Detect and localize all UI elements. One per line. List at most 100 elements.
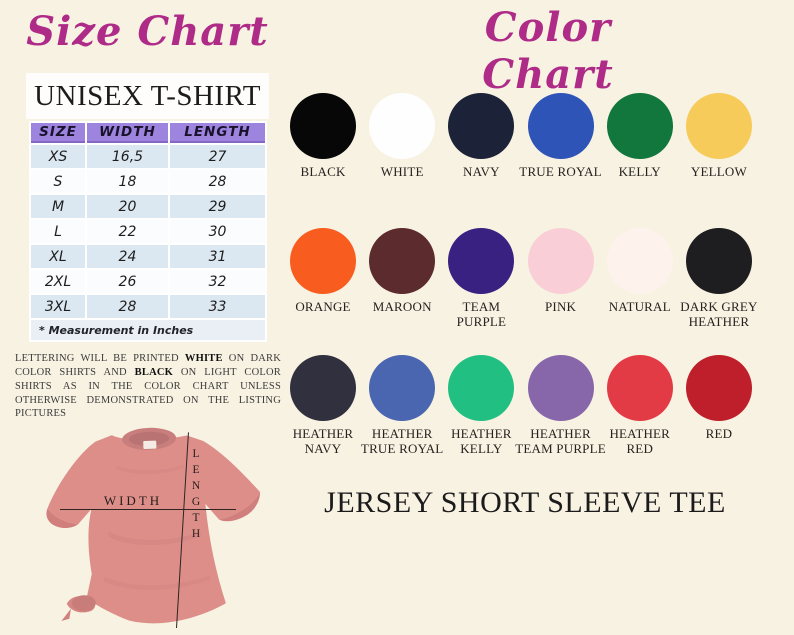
color-swatch: NAVY [448, 93, 515, 180]
color-swatch-circle [606, 93, 673, 159]
color-swatch-label: PINK [544, 299, 577, 314]
color-swatch-circle [685, 93, 752, 159]
color-swatch-label: HEATHER RED [609, 426, 671, 456]
note-segment: WHITE [184, 353, 223, 364]
size-table-cell: 27 [169, 145, 265, 168]
size-table-row: XS 16,5 27 [31, 145, 265, 168]
color-swatch-circle [527, 93, 594, 159]
size-table-row: 3XL 28 33 [31, 295, 265, 318]
color-swatch: HEATHER TEAM PURPLE [515, 355, 606, 456]
color-swatch-label: YELLOW [690, 164, 747, 179]
color-swatch-label: HEATHER NAVY [292, 426, 354, 456]
color-swatch-circle [369, 355, 436, 421]
length-label: LENGTH [190, 448, 202, 544]
color-swatch: TEAM PURPLE [448, 228, 515, 329]
color-swatch-label: BLACK [300, 164, 346, 179]
color-swatch-label: RED [705, 426, 733, 441]
printing-note: LETTERING WILL BE PRINTED WHITE ON DARK … [15, 352, 281, 421]
color-swatch-label: HEATHER TRUE ROYAL [360, 426, 444, 456]
color-swatch-circle [448, 228, 515, 294]
color-chart-title: Color Chart [482, 4, 614, 98]
size-table-cell: 3XL [31, 295, 85, 318]
size-table-cell: 16,5 [86, 145, 168, 168]
color-swatch: YELLOW [685, 93, 752, 180]
color-swatch-label: NATURAL [608, 299, 671, 314]
color-swatch: HEATHER NAVY [290, 355, 356, 456]
color-swatch-label: TEAM PURPLE [456, 299, 507, 329]
color-swatch: BLACK [290, 93, 356, 180]
size-table-cell: 18 [86, 170, 168, 193]
size-table-row: XL 24 31 [31, 245, 265, 268]
color-swatch-circle [606, 355, 673, 421]
color-swatch-row: HEATHER NAVY HEATHER TRUE ROYAL HEATHER KE… [290, 355, 752, 456]
size-table-row: M 20 29 [31, 195, 265, 218]
color-swatch-row: BLACK WHITE NAVY TRUE ROYAL KELLY YELLOW [290, 93, 752, 180]
color-swatch: PINK [527, 228, 594, 329]
size-table-row: L 22 30 [31, 220, 265, 243]
color-swatch-label: HEATHER KELLY [451, 426, 512, 456]
size-table-cell: 26 [86, 270, 168, 293]
color-swatch: NATURAL [606, 228, 673, 329]
size-table-cell: 28 [169, 170, 265, 193]
size-col-header: WIDTH [86, 123, 168, 143]
color-swatch-label: KELLY [618, 164, 661, 179]
color-swatch: HEATHER TRUE ROYAL [361, 355, 443, 456]
size-table-cell: 22 [86, 220, 168, 243]
color-swatch-label: MAROON [372, 299, 432, 314]
note-segment: BLACK [134, 366, 173, 378]
size-table-cell: 32 [169, 270, 265, 293]
size-table-cell: 2XL [31, 270, 85, 293]
color-swatch: WHITE [369, 93, 436, 180]
product-name: JERSEY SHORT SLEEVE TEE [324, 486, 726, 519]
size-col-header: SIZE [31, 123, 85, 143]
tshirt-measurement-diagram: WIDTH LENGTH [18, 410, 274, 635]
color-swatch-row: ORANGE MAROON TEAM PURPLE PINK NATURAL DARK G… [290, 228, 757, 329]
color-swatch: ORANGE [290, 228, 356, 329]
color-swatch: KELLY [606, 93, 673, 180]
color-swatch: RED [685, 355, 752, 456]
size-table-cell: 30 [169, 220, 265, 243]
note-segment: ON LIGHT COLOR SHIRTS AS IN THE COLOR CH… [15, 366, 281, 420]
color-swatch-label: HEATHER TEAM PURPLE [515, 426, 606, 456]
color-swatch-label: WHITE [380, 164, 424, 179]
color-swatch-circle [527, 228, 594, 294]
color-swatch: DARK GREY HEATHER [680, 228, 757, 329]
color-swatch-circle [290, 355, 356, 421]
color-swatch-circle [290, 93, 356, 159]
note-segment: LETTERING WILL BE PRINTED [15, 353, 185, 364]
width-measure-line [60, 509, 236, 510]
color-swatch-label: TRUE ROYAL [519, 164, 602, 179]
color-swatch-circle [685, 355, 752, 421]
color-swatch-circle [369, 93, 436, 159]
color-swatch-circle [290, 228, 356, 294]
size-table-cell: L [31, 220, 85, 243]
color-swatch: TRUE ROYAL [519, 93, 602, 180]
size-col-header: LENGTH [169, 123, 265, 143]
width-label: WIDTH [103, 493, 163, 508]
size-table-row: 2XL 26 32 [31, 270, 265, 293]
size-table: SIZE WIDTH LENGTH XS 16,5 27 S 18 28 M 20 29 L 22 30 X… [29, 121, 267, 342]
color-swatch-circle [606, 228, 673, 294]
size-table-cell: XL [31, 245, 85, 268]
color-swatch-circle [448, 93, 515, 159]
size-table-row: S 18 28 [31, 170, 265, 193]
color-swatch-label: DARK GREY HEATHER [680, 299, 758, 329]
unisex-tshirt-heading-box: UNISEX T-SHIRT [26, 73, 269, 119]
size-table-footnote-row: * Measurement in Inches [31, 320, 265, 340]
size-table-cell: XS [31, 145, 85, 168]
color-swatch: MAROON [369, 228, 436, 329]
tshirt-photo [46, 427, 261, 624]
size-table-cell: 28 [86, 295, 168, 318]
unisex-tshirt-heading: UNISEX T-SHIRT [34, 79, 261, 112]
size-table-header-row: SIZE WIDTH LENGTH [31, 123, 265, 143]
color-swatch: HEATHER RED [606, 355, 673, 456]
color-swatch-circle [369, 228, 436, 294]
size-chart-title: Size Chart [26, 8, 269, 55]
color-swatch-label: ORANGE [295, 299, 351, 314]
color-swatch-label: NAVY [463, 164, 500, 179]
size-table-cell: 24 [86, 245, 168, 268]
color-swatch-circle [527, 355, 594, 421]
size-table-cell: S [31, 170, 85, 193]
size-table-cell: 31 [169, 245, 265, 268]
